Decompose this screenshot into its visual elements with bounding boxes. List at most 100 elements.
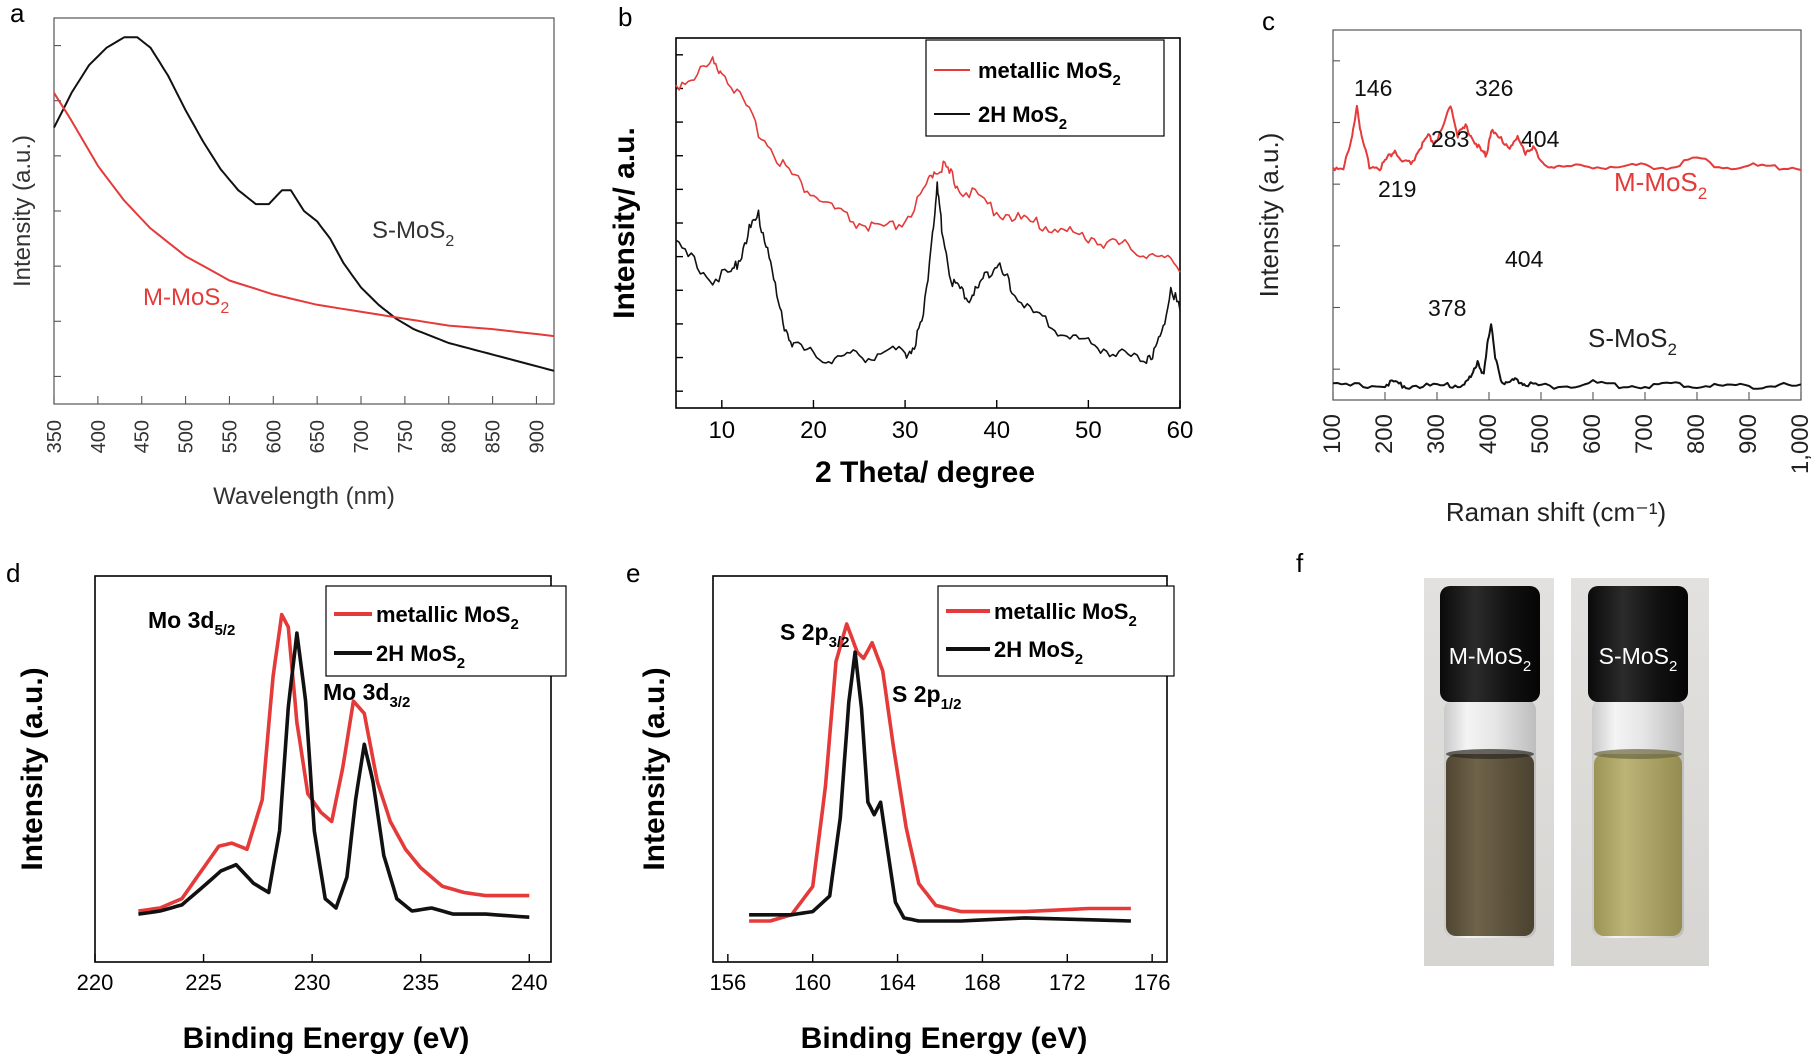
panel-e: e 156 160 164 168 172 176 Binding Energy (eV)… bbox=[626, 558, 1175, 1055]
x-tick-label: 400 bbox=[88, 420, 110, 453]
annotation-s2p12: S 2p1/2 bbox=[892, 681, 961, 713]
x-tick-label: 650 bbox=[307, 420, 329, 453]
peak-label-146: 146 bbox=[1354, 75, 1392, 101]
series-label-m-mos2-a: M-MoS2 bbox=[143, 284, 229, 317]
series-label-s-mos2-c: S-MoS2 bbox=[1588, 323, 1677, 359]
vial-photo-s-mos2: S-MoS2 bbox=[1571, 578, 1709, 966]
x-tick-label: 600 bbox=[263, 420, 285, 453]
x-ticks-c: 100 200 300 400 500 600 700 800 900 1,000 bbox=[1319, 392, 1814, 474]
y-ticks-b bbox=[676, 54, 683, 392]
x-tick-label: 800 bbox=[1683, 414, 1710, 454]
series-line bbox=[749, 622, 1131, 923]
series-lines-c bbox=[1332, 104, 1802, 390]
annotation-s2p32: S 2p3/2 bbox=[780, 619, 849, 651]
series-line bbox=[675, 56, 1181, 273]
panel-f: f M-MoS2 S-MoS2 bbox=[1296, 548, 1709, 966]
x-axis-label-a: Wavelength (nm) bbox=[213, 483, 395, 510]
x-tick-label: 176 bbox=[1134, 970, 1171, 995]
series-label-s-mos2-a: S-MoS2 bbox=[372, 217, 454, 250]
x-tick-label: 400 bbox=[1475, 414, 1502, 454]
x-tick-label: 300 bbox=[1423, 414, 1450, 454]
x-ticks-e: 156 160 164 168 172 176 bbox=[709, 954, 1171, 995]
legend-label-metallic-d: metallic MoS2 bbox=[376, 602, 519, 633]
x-tick-label: 850 bbox=[483, 420, 505, 453]
x-tick-label: 225 bbox=[185, 970, 222, 995]
x-tick-label: 500 bbox=[176, 420, 198, 453]
legend-d: metallic MoS2 2H MoS2 bbox=[325, 585, 567, 677]
peak-label-283: 283 bbox=[1431, 126, 1469, 152]
y-ticks-a bbox=[54, 45, 61, 377]
x-tick-label: 900 bbox=[1735, 414, 1762, 454]
series-line bbox=[1332, 323, 1802, 390]
x-tick-label: 700 bbox=[351, 420, 373, 453]
legend-b: metallic MoS2 2H MoS2 bbox=[925, 39, 1165, 137]
panel-c: c 100 200 300 400 500 600 700 800 900 1,000 Raman… bbox=[1254, 6, 1814, 527]
peak-label-326: 326 bbox=[1475, 75, 1513, 101]
panel-a: a 350 400 450 500 550 600 650 700 750 800 850 900 W… bbox=[9, 0, 555, 510]
series-lines-e bbox=[749, 622, 1131, 923]
x-ticks-b: 10 20 30 40 50 60 bbox=[708, 400, 1193, 444]
x-tick-label: 40 bbox=[983, 417, 1010, 444]
legend-label-2h-b: 2H MoS2 bbox=[978, 102, 1067, 133]
x-axis-label-e: Binding Energy (eV) bbox=[801, 1022, 1088, 1055]
plot-frame-e bbox=[712, 575, 1168, 963]
x-tick-label: 156 bbox=[709, 970, 746, 995]
vial-label-m: M-MoS2 bbox=[1449, 643, 1531, 675]
panel-letter-d: d bbox=[6, 558, 20, 588]
peak-label-404-m: 404 bbox=[1521, 126, 1560, 152]
y-ticks-c bbox=[1333, 60, 1340, 370]
y-axis-label-a: Intensity (a.u.) bbox=[9, 135, 36, 287]
x-tick-label: 350 bbox=[44, 420, 66, 453]
panel-letter-f: f bbox=[1296, 548, 1304, 578]
peak-label-378: 378 bbox=[1428, 295, 1466, 321]
x-tick-label: 1,000 bbox=[1787, 414, 1814, 474]
y-axis-label-d: Intensity (a.u.) bbox=[16, 667, 49, 870]
x-tick-label: 168 bbox=[964, 970, 1001, 995]
x-tick-label: 900 bbox=[526, 420, 548, 453]
x-tick-label: 550 bbox=[219, 420, 241, 453]
x-tick-label: 700 bbox=[1631, 414, 1658, 454]
x-tick-label: 600 bbox=[1579, 414, 1606, 454]
x-tick-label: 500 bbox=[1527, 414, 1554, 454]
x-ticks-a: 350 400 450 500 550 600 650 700 750 800 850 900 bbox=[44, 396, 548, 453]
plot-frame-d bbox=[94, 575, 552, 963]
legend-label-metallic-e: metallic MoS2 bbox=[994, 599, 1137, 630]
legend-label-2h-e: 2H MoS2 bbox=[994, 637, 1083, 668]
vial-meniscus-m bbox=[1446, 749, 1534, 759]
x-tick-label: 60 bbox=[1167, 417, 1194, 444]
x-tick-label: 200 bbox=[1371, 414, 1398, 454]
annotation-mo3d32: Mo 3d3/2 bbox=[323, 679, 410, 711]
series-line bbox=[749, 650, 1131, 923]
x-tick-label: 164 bbox=[879, 970, 916, 995]
peak-label-404-s: 404 bbox=[1505, 246, 1544, 272]
panel-letter-e: e bbox=[626, 558, 640, 588]
x-tick-label: 220 bbox=[77, 970, 114, 995]
x-axis-label-b: 2 Theta/ degree bbox=[815, 456, 1035, 489]
series-line bbox=[1332, 104, 1802, 172]
series-line bbox=[138, 612, 530, 913]
x-tick-label: 10 bbox=[708, 417, 735, 444]
vial-cap-s bbox=[1588, 586, 1688, 702]
legend-label-metallic-b: metallic MoS2 bbox=[978, 58, 1121, 89]
legend-box-b bbox=[925, 39, 1165, 137]
legend-label-2h-d: 2H MoS2 bbox=[376, 641, 465, 672]
annotation-mo3d52: Mo 3d5/2 bbox=[148, 607, 235, 639]
series-line bbox=[53, 92, 555, 338]
x-axis-label-c: Raman shift (cm⁻¹) bbox=[1446, 497, 1666, 527]
x-axis-label-d: Binding Energy (eV) bbox=[183, 1022, 470, 1055]
vial-liquid-s bbox=[1594, 754, 1682, 936]
series-lines-a bbox=[53, 36, 555, 372]
x-tick-label: 800 bbox=[439, 420, 461, 453]
legend-e: metallic MoS2 2H MoS2 bbox=[937, 585, 1175, 677]
y-axis-label-e: Intensity (a.u.) bbox=[638, 667, 671, 870]
x-tick-label: 172 bbox=[1049, 970, 1086, 995]
vial-meniscus-s bbox=[1594, 749, 1682, 759]
x-tick-label: 160 bbox=[794, 970, 831, 995]
panel-letter-b: b bbox=[618, 2, 632, 32]
series-lines-b bbox=[675, 56, 1181, 365]
x-tick-label: 50 bbox=[1075, 417, 1102, 444]
x-ticks-d: 220 225 230 235 240 bbox=[77, 954, 548, 995]
x-tick-label: 750 bbox=[395, 420, 417, 453]
vial-cap-m bbox=[1440, 586, 1540, 702]
